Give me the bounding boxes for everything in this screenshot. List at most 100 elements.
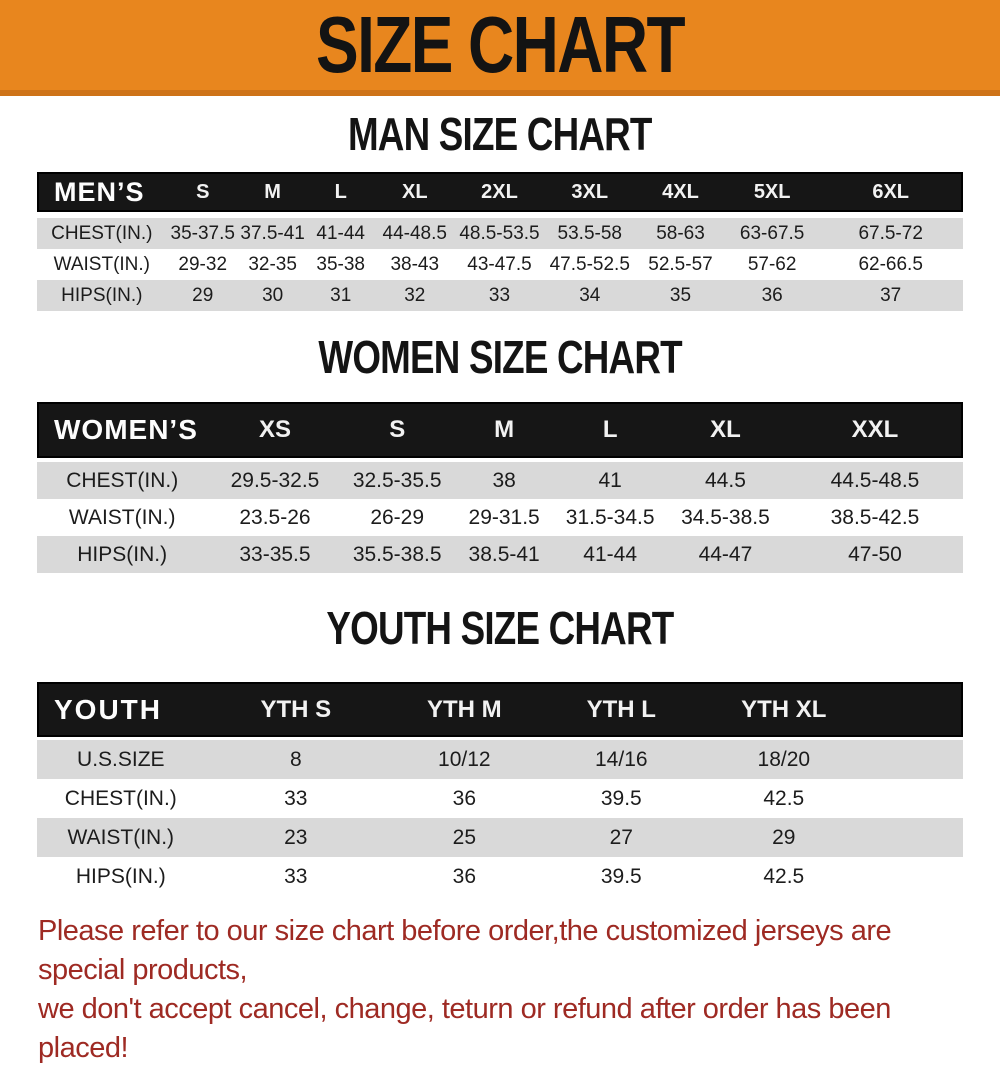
section-heading-men: MAN SIZE CHART: [348, 108, 652, 160]
table-row: CHEST(IN.) 29.5-32.5 32.5-35.5 38 41 44.5 44.5…: [37, 462, 963, 499]
size-value-cell: 57-62: [747, 253, 797, 275]
size-value-cell: 23.5-26: [239, 505, 311, 529]
size-value-cell: 10/12: [438, 747, 491, 771]
row-label: WAIST(IN.): [53, 253, 151, 275]
row-label: WAIST(IN.): [67, 825, 175, 849]
size-value-cell: 31.5-34.5: [565, 505, 655, 529]
section-men: MAN SIZE CHART MEN’S S M L XL 2XL 3XL 4XL 5XL 6XL…: [0, 96, 1000, 311]
size-value-cell: 33-35.5: [239, 542, 311, 566]
table-header-label: MEN’S: [54, 176, 145, 207]
table-header-row: WOMEN’S XS S M L XL XXL: [37, 402, 963, 458]
size-column-header: YTH M: [427, 695, 502, 723]
banner-title: SIZE CHART: [316, 0, 686, 89]
size-value-cell: 52.5-57: [648, 253, 713, 275]
footer-note: Please refer to our size chart before or…: [38, 912, 964, 1068]
size-value-cell: 53.5-58: [557, 222, 622, 244]
size-value-cell: 29: [192, 284, 214, 306]
size-value-cell: 47-50: [848, 542, 902, 566]
size-column-header: M: [264, 180, 281, 203]
size-value-cell: 31: [330, 284, 352, 306]
size-value-cell: 42.5: [763, 786, 805, 810]
size-value-cell: 8: [289, 747, 302, 771]
size-value-cell: 34: [579, 284, 601, 306]
size-column-header: S: [389, 416, 406, 443]
size-column-header: L: [602, 416, 618, 443]
size-value-cell: 35: [669, 284, 692, 306]
size-value-cell: 47.5-52.5: [549, 253, 630, 275]
table-header-label: YOUTH: [54, 693, 162, 725]
size-value-cell: 44.5-48.5: [830, 468, 920, 492]
size-column-header: M: [494, 416, 515, 443]
size-value-cell: 29.5-32.5: [230, 468, 320, 492]
size-value-cell: 36: [761, 284, 783, 306]
size-value-cell: 23: [284, 825, 308, 849]
table-header-label: WOMEN’S: [54, 414, 198, 445]
size-value-cell: 35.5-38.5: [352, 542, 442, 566]
row-label: U.S.SIZE: [77, 747, 165, 771]
youth-size-table: YOUTH YTH S YTH M YTH L YTH XL U.S.SIZE 8 10/12…: [37, 682, 963, 896]
section-heading-women: WOMEN SIZE CHART: [318, 330, 682, 383]
size-value-cell: 29-32: [178, 253, 228, 275]
men-size-table: MEN’S S M L XL 2XL 3XL 4XL 5XL 6XL CHEST(IN.) 35-37…: [37, 172, 963, 311]
row-label: HIPS(IN.): [61, 284, 143, 306]
size-value-cell: 41: [598, 468, 622, 492]
women-heading-block: WOMEN SIZE CHART: [0, 311, 1000, 402]
footer-note-line-2: we don't accept cancel, change, teturn o…: [38, 993, 891, 1064]
size-column-header: 2XL: [481, 180, 518, 203]
size-value-cell: 39.5: [600, 786, 642, 810]
size-column-header: 3XL: [571, 180, 609, 203]
table-row: WAIST(IN.) 23 25 27 29: [37, 818, 963, 857]
size-value-cell: 37.5-41: [240, 222, 305, 244]
banner: SIZE CHART: [0, 0, 1000, 96]
size-column-header: S: [196, 180, 210, 203]
size-value-cell: 33: [284, 786, 308, 810]
size-value-cell: 26-29: [370, 505, 425, 529]
size-column-header: XL: [401, 180, 428, 203]
row-label: HIPS(IN.): [75, 864, 166, 888]
table-row: WAIST(IN.) 29-32 32-35 35-38 38-43 43-47.5 47.…: [37, 249, 963, 280]
size-column-header: YTH L: [586, 695, 656, 723]
size-value-cell: 48.5-53.5: [459, 222, 540, 244]
size-value-cell: 38.5-42.5: [830, 505, 920, 529]
size-value-cell: 41-44: [583, 542, 638, 566]
size-column-header: L: [334, 180, 347, 203]
row-label: CHEST(IN.): [64, 786, 177, 810]
size-value-cell: 42.5: [763, 864, 805, 888]
row-label: CHEST(IN.): [51, 222, 153, 244]
section-women: WOMEN SIZE CHART WOMEN’S XS S M L XL XXL CHEST(…: [0, 311, 1000, 573]
size-value-cell: 27: [609, 825, 633, 849]
size-value-cell: 29-31.5: [468, 505, 540, 529]
size-value-cell: 30: [262, 284, 284, 306]
size-value-cell: 18/20: [757, 747, 811, 771]
size-value-cell: 32: [404, 284, 426, 306]
size-value-cell: 33: [284, 864, 308, 888]
table-header-row: YOUTH YTH S YTH M YTH L YTH XL: [37, 682, 963, 737]
size-value-cell: 32.5-35.5: [352, 468, 442, 492]
size-value-cell: 33: [488, 284, 511, 306]
men-heading-block: MAN SIZE CHART: [0, 96, 1000, 172]
size-column-header: XL: [710, 416, 741, 443]
size-value-cell: 39.5: [600, 864, 642, 888]
size-column-header: YTH S: [260, 695, 332, 723]
size-value-cell: 35-38: [316, 253, 365, 275]
size-value-cell: 38: [492, 468, 516, 492]
table-row: CHEST(IN.) 35-37.5 37.5-41 41-44 44-48.5 48.5…: [37, 218, 963, 249]
size-value-cell: 63-67.5: [739, 222, 805, 244]
size-value-cell: 58-63: [656, 222, 705, 244]
table-header-row: MEN’S S M L XL 2XL 3XL 4XL 5XL 6XL: [37, 172, 963, 212]
size-value-cell: 62-66.5: [858, 253, 923, 275]
table-row: CHEST(IN.) 33 36 39.5 42.5: [37, 779, 963, 818]
size-value-cell: 25: [452, 825, 477, 849]
size-value-cell: 38-43: [390, 253, 440, 275]
size-column-header: 5XL: [753, 180, 791, 203]
table-row: WAIST(IN.) 23.5-26 26-29 29-31.5 31.5-34.5 34…: [37, 499, 963, 536]
size-value-cell: 67.5-72: [858, 222, 923, 244]
table-row: HIPS(IN.) 33 36 39.5 42.5: [37, 857, 963, 896]
size-value-cell: 44-48.5: [382, 222, 447, 244]
row-label: WAIST(IN.): [68, 505, 176, 529]
section-youth: YOUTH SIZE CHART YOUTH YTH S YTH M YTH L YTH…: [0, 573, 1000, 896]
size-column-header: XS: [258, 416, 291, 443]
row-label: HIPS(IN.): [77, 542, 168, 566]
youth-heading-block: YOUTH SIZE CHART: [0, 573, 1000, 682]
size-value-cell: 44-47: [698, 542, 753, 566]
